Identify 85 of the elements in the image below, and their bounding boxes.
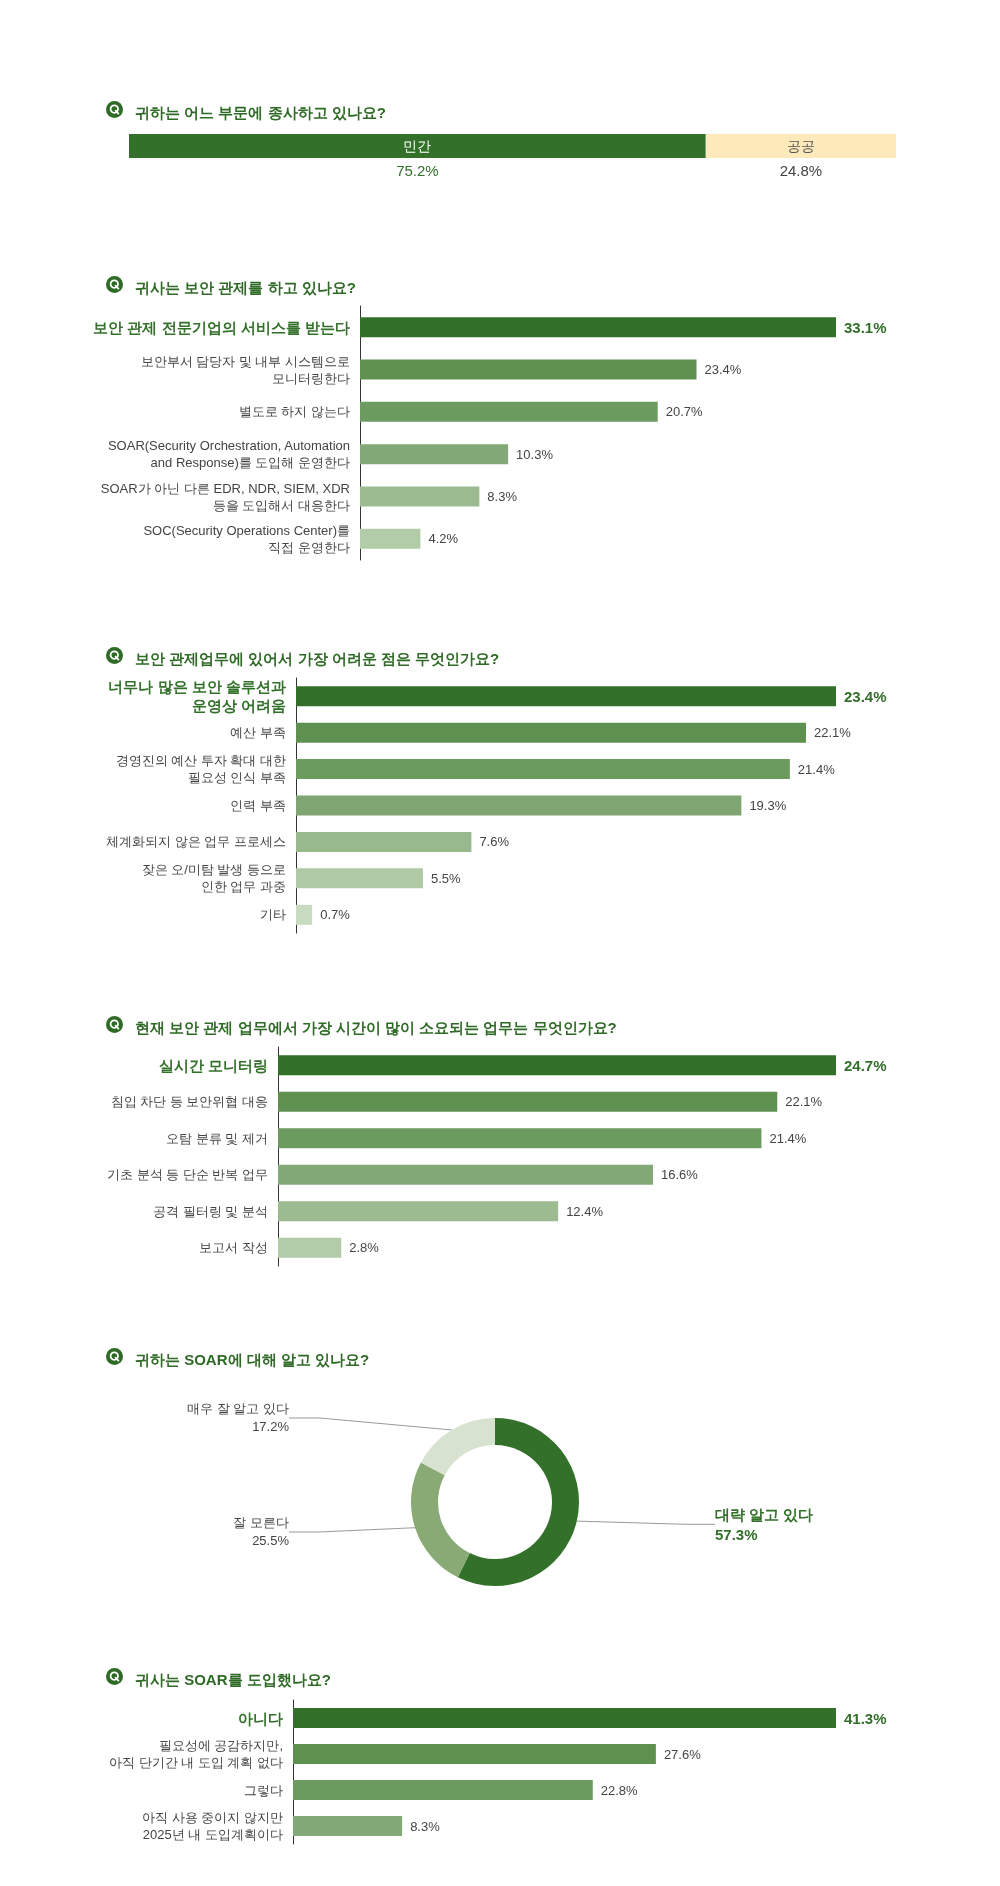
bar (360, 401, 658, 422)
data-label: 17.2% (252, 1419, 290, 1435)
slice-label: 대략 알고 있다 (715, 1505, 814, 1523)
data-label: 20.7% (665, 404, 703, 420)
bar (360, 444, 509, 465)
slice-label: 잘 모른다 (233, 1515, 289, 1531)
y-tick-label: 보고서 작성 (199, 1240, 268, 1256)
chart-title: 귀하는 SOAR에 대해 알고 있나요? (135, 1351, 370, 1368)
chart-title: 보안 관제업무에 있어서 가장 어려운 점은 무엇인가요? (135, 650, 500, 667)
y-tick-label: 기초 분석 등 단순 반복 업무 (106, 1167, 268, 1183)
y-tick-label: 기타 (260, 907, 286, 923)
y-tick-label: 체계화되지 않은 업무 프로세스 (106, 834, 286, 850)
data-label: 22.1% (814, 725, 852, 741)
chart-title: 귀사는 보안 관제를 하고 있나요? (135, 279, 356, 296)
data-label: 41.3% (844, 1709, 887, 1727)
y-tick-label: 경영진의 예산 투자 확대 대한 필요성 인식 부족 (115, 753, 286, 786)
bar (296, 759, 790, 780)
y-tick-label: 예산 부족 (230, 725, 286, 741)
y-tick-label: 침입 차단 등 보안위협 대응 (110, 1094, 268, 1110)
y-tick-label: 아니다 (238, 1709, 283, 1727)
data-label: 16.6% (661, 1167, 699, 1183)
bar (278, 1164, 654, 1185)
y-tick-label: 너무나 많은 보안 솔루션과 운영상 어려움 (108, 678, 286, 715)
bar (293, 1744, 656, 1764)
chart-title: 현재 보안 관제 업무에서 가장 시간이 많이 소요되는 업무는 무엇인가요? (135, 1019, 617, 1036)
data-label: 33.1% (844, 318, 887, 336)
y-tick-label: 공격 필터링 및 분석 (153, 1203, 268, 1219)
data-label: 23.4% (704, 362, 742, 377)
y-tick-label: 보안 관제 전문기업의 서비스를 받는다 (93, 318, 350, 336)
y-tick-label: 그렇다 (244, 1782, 283, 1798)
data-label: 2.8% (349, 1240, 380, 1256)
bar (360, 528, 421, 549)
data-label: 23.4% (844, 687, 887, 705)
y-tick-label: 실시간 모니터링 (158, 1056, 268, 1074)
slice-label: 매우 잘 알고 있다 (187, 1401, 289, 1417)
y-tick-label: 아직 사용 중이지 않지만 2025년 내 도입계획이다 (142, 1810, 283, 1842)
y-tick-label: 필요성에 공감하지만, 아직 단기간 내 도입 계획 없다 (108, 1738, 283, 1770)
bar (293, 1780, 593, 1800)
data-label: 24.7% (844, 1056, 887, 1074)
bar (360, 317, 836, 338)
data-label: 24.8% (779, 162, 823, 179)
bar (278, 1128, 762, 1149)
series-label: 민간 (403, 138, 432, 154)
data-label: 19.3% (749, 798, 787, 813)
y-tick-label: SOAR(Security Orchestration, Automation and Response)를 도입해 운영한다 (107, 438, 350, 471)
data-label: 0.7% (320, 907, 351, 923)
bar (296, 904, 313, 925)
series-label: 공공 (786, 138, 815, 154)
data-label: 27.6% (663, 1746, 702, 1762)
bar (278, 1237, 342, 1258)
y-tick-label: 오탐 분류 및 제거 (166, 1130, 268, 1146)
bar (296, 686, 836, 707)
bar (293, 1708, 836, 1728)
data-label: 22.8% (600, 1782, 639, 1798)
data-label: 21.4% (797, 761, 836, 777)
bar (296, 831, 472, 852)
data-label: 10.3% (516, 446, 554, 462)
data-label: 4.2% (428, 531, 459, 547)
bar (293, 1816, 403, 1836)
bar (296, 722, 806, 743)
data-label: 5.5% (430, 870, 461, 886)
y-tick-label: SOAR가 아닌 다른 EDR, NDR, SIEM, XDR 등을 도입해서 대응한다 (100, 480, 350, 513)
y-tick-label: 별도로 하지 않는다 (238, 404, 350, 420)
data-label: 57.3% (715, 1525, 758, 1543)
data-label: 8.3% (487, 489, 518, 504)
bar (278, 1055, 836, 1076)
data-label: 12.4% (566, 1203, 604, 1219)
bar (296, 868, 423, 889)
bar (278, 1201, 559, 1222)
data-label: 21.4% (769, 1130, 807, 1146)
y-tick-label: 보안부서 담당자 및 내부 시스템으로 모니터링한다 (140, 353, 350, 386)
bar (296, 795, 742, 816)
y-tick-label: 인력 부족 (230, 798, 286, 813)
data-label: 22.1% (785, 1094, 823, 1110)
y-tick-label: SOC(Security Operations Center)를 직접 운영한다 (143, 522, 350, 555)
y-tick-label: 잦은 오/미탐 발생 등으로 인한 업무 과중 (141, 862, 286, 895)
bar (278, 1091, 778, 1112)
data-label: 75.2% (396, 162, 439, 179)
data-label: 8.3% (410, 1818, 441, 1834)
chart-title: 귀사는 SOAR를 도입했나요? (135, 1671, 331, 1688)
chart-title: 귀하는 어느 부문에 종사하고 있나요? (135, 104, 386, 121)
bar (360, 359, 697, 380)
data-label: 7.6% (479, 834, 510, 850)
data-label: 25.5% (252, 1533, 290, 1549)
bar (360, 486, 480, 507)
